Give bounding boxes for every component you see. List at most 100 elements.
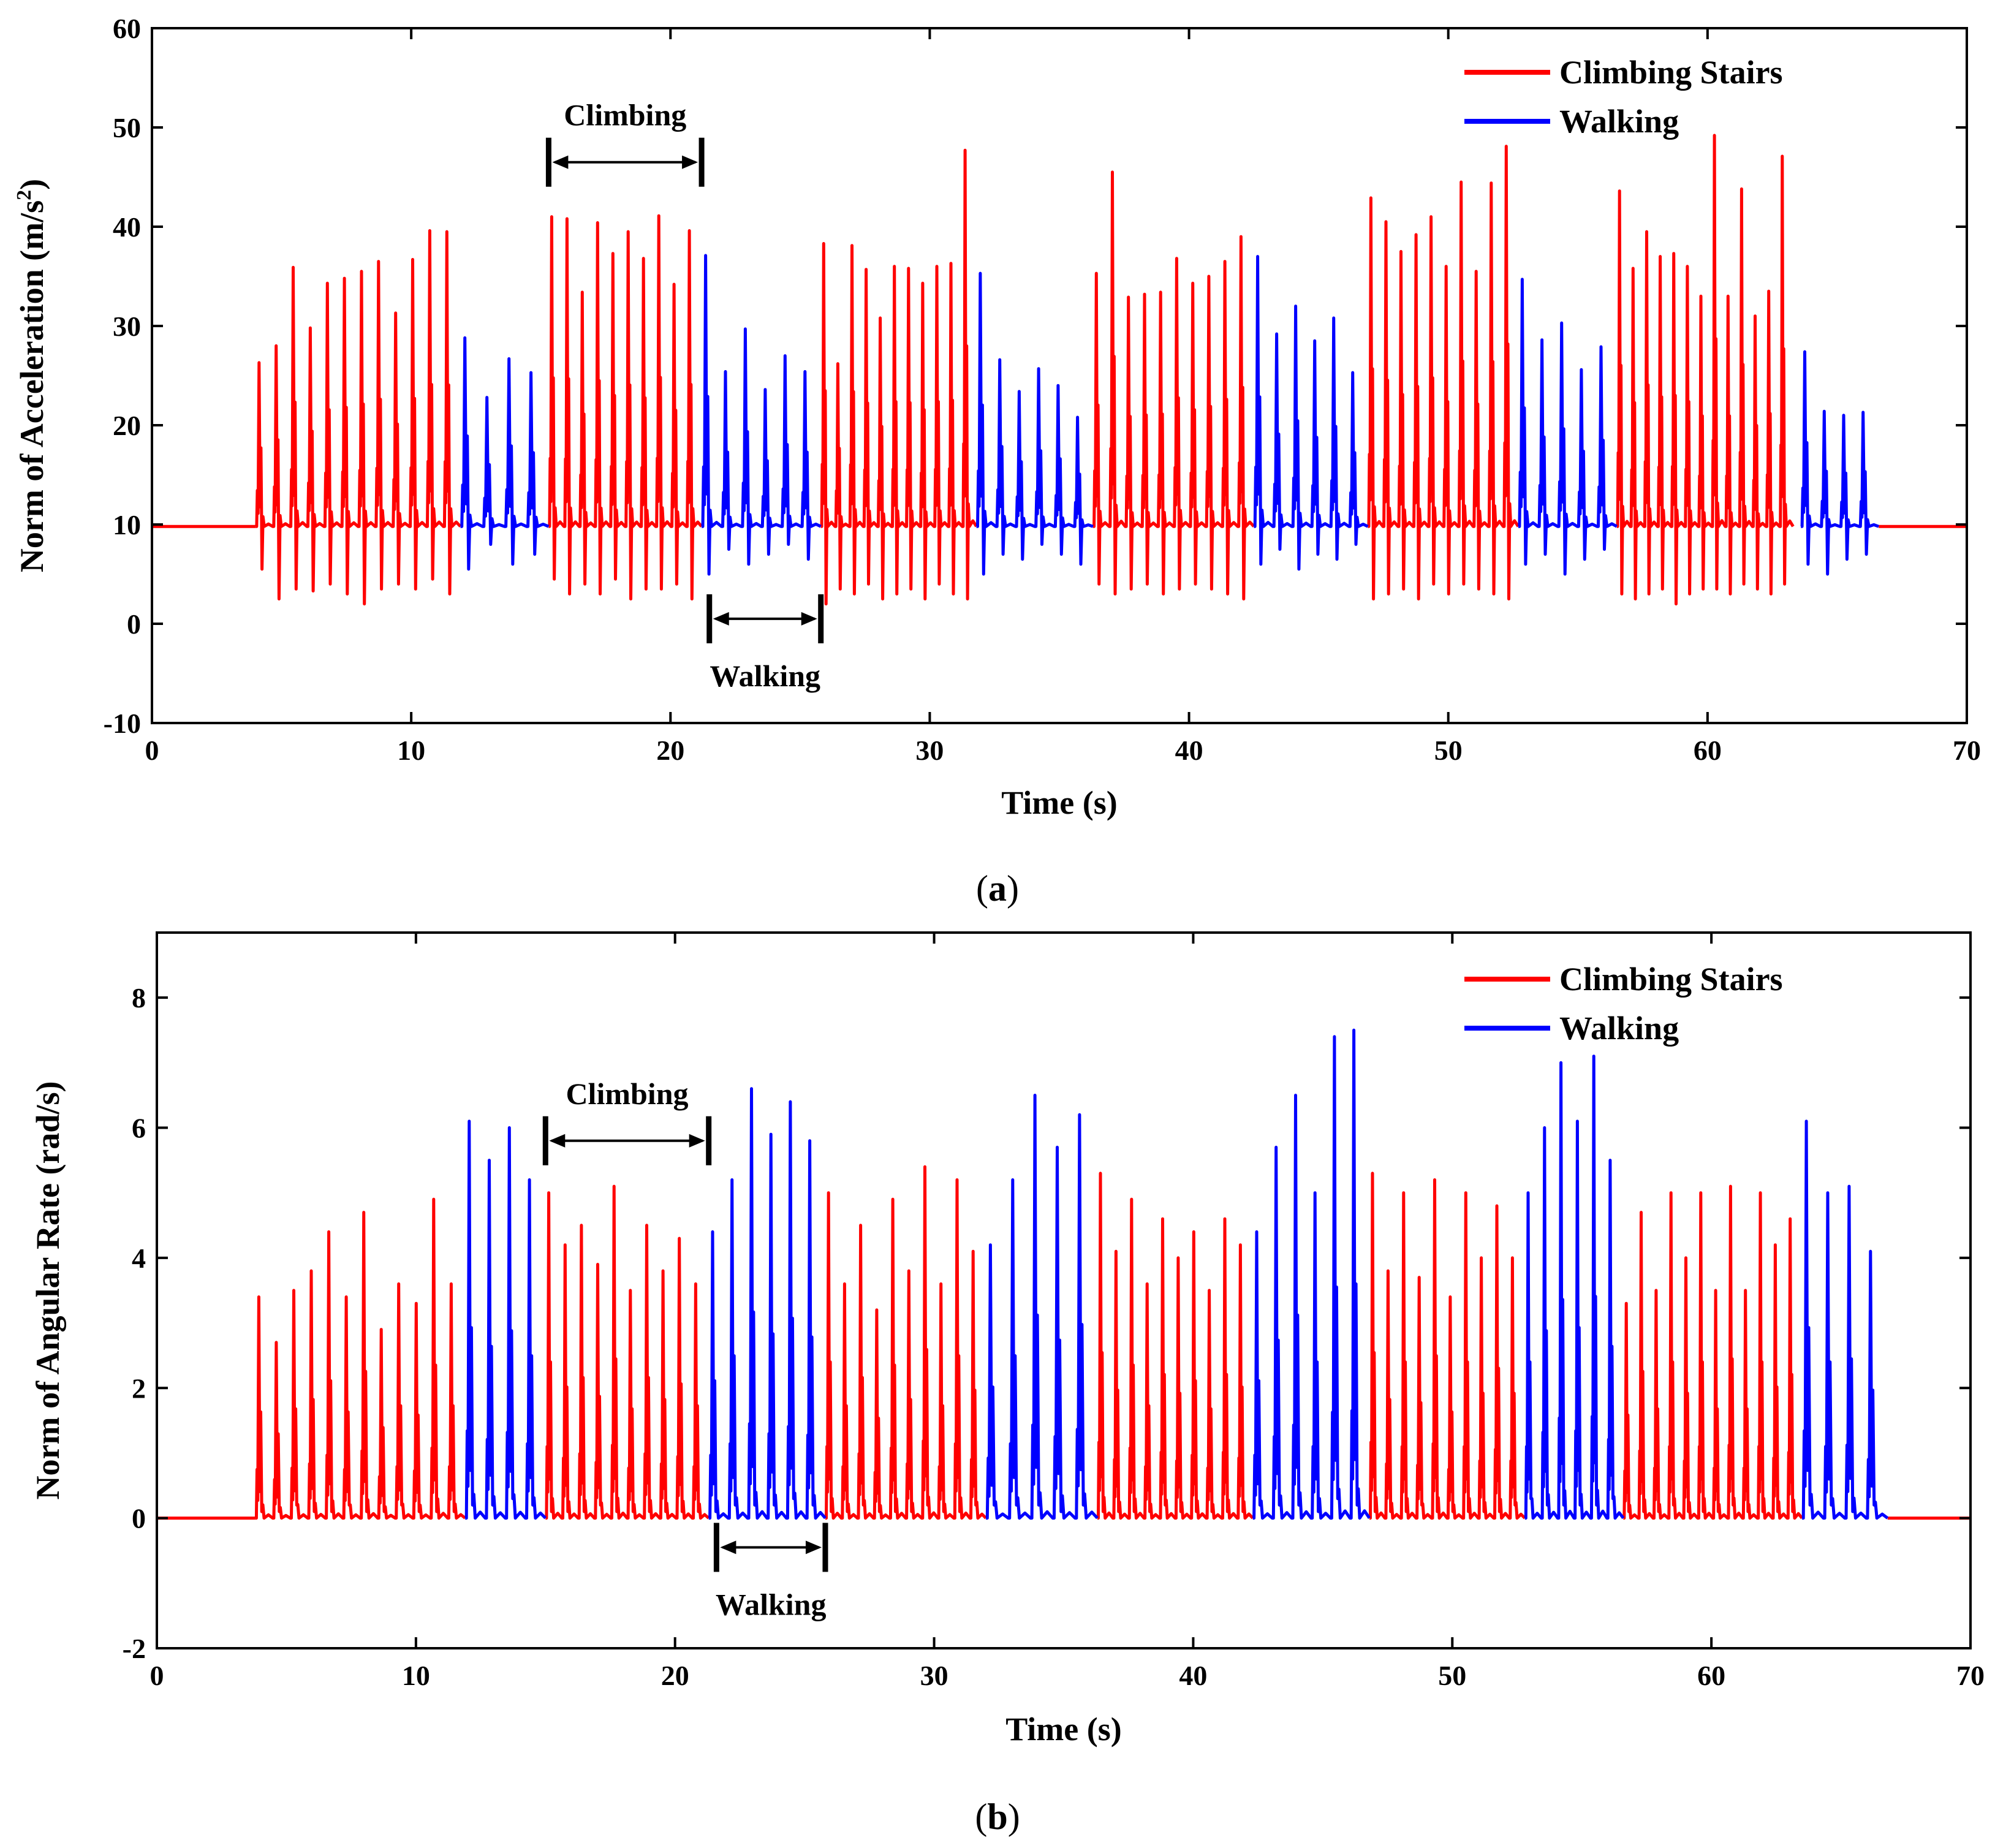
panel-b-walking-segment-0: [464, 1119, 547, 1520]
panel-b-y-tick-label-8: 8: [132, 982, 146, 1013]
panel-b-caption: (b): [975, 1797, 1020, 1837]
panel-b-caption-letter: b: [987, 1797, 1007, 1837]
panel-b-climbing-segment-1: [545, 1184, 710, 1520]
panel-a-annotation-walking-label: Walking: [710, 659, 820, 693]
panel-b-x-tick-label-0: 0: [150, 1660, 164, 1691]
panel-a-walking-segment-2: [976, 271, 1094, 576]
panel-a-legend-label-climbing: Climbing Stairs: [1559, 54, 1783, 91]
panel-b-legend: Climbing Stairs Walking: [1464, 961, 1783, 1047]
panel-b-walking-segment-5: [1801, 1119, 1889, 1520]
panel-a-y-tick-label-30: 30: [113, 311, 141, 342]
panel-a-y-axis-title-tail: ): [13, 179, 50, 190]
panel-a-y-axis-title-main: Norm of Acceleration (m/s: [13, 200, 50, 572]
panel-a-annotation-walking: Walking: [706, 594, 824, 693]
panel-a-legend-label-walking: Walking: [1559, 103, 1679, 140]
panel-a-plot-frame: [151, 27, 1968, 724]
panel-b-x-axis-title: Time (s): [1005, 1711, 1121, 1748]
panel-a-walking-segment-5: [1800, 350, 1879, 576]
panel-b-annotation-walking-label: Walking: [716, 1587, 827, 1621]
panel-b-walking-segment-2: [985, 1094, 1099, 1520]
panel-a-caption-letter: a: [988, 868, 1007, 909]
panel-a-x-tick-label-50: 50: [1434, 735, 1463, 766]
panel-a-annotation-climbing: Climbing: [545, 98, 705, 187]
panel-a-plot-area: [152, 134, 1967, 606]
panel-a-x-tick-label-0: 0: [145, 735, 159, 766]
panel-a-x-tick-label-30: 30: [915, 735, 944, 766]
panel-b-annotation-walking: Walking: [713, 1523, 828, 1621]
panel-a-legend: Climbing Stairs Walking: [1464, 54, 1783, 140]
panel-b-x-tick-label-20: 20: [661, 1660, 689, 1691]
panel-b-walking-segment-4: [1524, 1055, 1625, 1520]
panel-a-y-axis-title-superscript: 2: [13, 190, 36, 200]
panel-b-x-tick-label-30: 30: [920, 1660, 948, 1691]
panel-a-x-axis-title: Time (s): [1001, 784, 1117, 821]
panel-b-legend-label-walking: Walking: [1559, 1010, 1679, 1047]
panel-a-y-tick-label-10: 10: [113, 509, 141, 540]
panel-a-walking-segment-3: [1253, 255, 1369, 571]
panel-b-y-tick-label-2: 2: [132, 1373, 146, 1404]
panel-b-x-tick-label-70: 70: [1956, 1660, 1985, 1691]
panel-b-annotation-walking-left-arrowhead: [720, 1540, 736, 1555]
panel-b-x-tick-label-60: 60: [1697, 1660, 1725, 1691]
panel-a-y-tick-label-50: 50: [113, 112, 141, 143]
panel-b-annotation-climbing-label: Climbing: [566, 1077, 688, 1111]
panel-a-annotation-walking-left-arrowhead: [713, 612, 729, 626]
panel-a-climbing-segment-5: [1616, 134, 1795, 606]
panel-a-x-tick-label-10: 10: [397, 735, 425, 766]
panel-b-y-axis-title: Norm of Angular Rate (rad/s): [29, 1081, 66, 1500]
panel-b-climbing-segment-3: [1097, 1172, 1254, 1520]
panel-a-climbing-segment-4: [1367, 145, 1520, 600]
panel-a-x-tick-label-40: 40: [1175, 735, 1203, 766]
panel-a-walking-segment-0: [460, 336, 550, 571]
panel-a-annotation-layer: Climbing Walking: [545, 98, 824, 693]
panel-a-x-tick-label-60: 60: [1694, 735, 1722, 766]
panel-a-y-tick-label-40: 40: [113, 211, 141, 243]
panel-b-y-tick-label-0: 0: [132, 1503, 146, 1534]
panel-a-y-axis-title: Norm of Acceleration (m/s2): [13, 179, 50, 572]
panel-b-climbing-segment-2: [825, 1165, 987, 1520]
panel-a-x-tick-label-70: 70: [1953, 735, 1981, 766]
panel-b-climbing-segment-0: [254, 1197, 466, 1520]
panel-a-y-tick-label-20: 20: [113, 410, 141, 441]
panel-b-annotation-climbing-right-arrowhead: [689, 1134, 705, 1148]
panel-a-y-tick-label-60: 60: [113, 13, 141, 44]
panel-a-annotation-climbing-right-arrowhead: [682, 155, 698, 169]
panel-b-y-tick-label--2: -2: [123, 1633, 146, 1664]
panel-b-y-tick-label-4: 4: [132, 1243, 146, 1274]
panel-a-series-layer: [152, 134, 1967, 606]
panel-b-annotation-climbing: Climbing: [542, 1077, 712, 1165]
panel-b-y-tick-label-6: 6: [132, 1113, 146, 1144]
panel-a-climbing-segment-3: [1092, 170, 1255, 600]
panel-a-climbing-segment-2: [820, 148, 978, 606]
panel-b-plot-area: [157, 1028, 1970, 1520]
panel-a-y-tick-label--10: -10: [104, 708, 141, 739]
panel-b-plot-frame: [156, 931, 1972, 1649]
panel-b-x-tick-label-50: 50: [1438, 1660, 1466, 1691]
panel-b-legend-label-climbing: Climbing Stairs: [1559, 961, 1783, 998]
panel-b-series-layer: [157, 1028, 1970, 1520]
panel-a-x-tick-label-20: 20: [656, 735, 684, 766]
panel-a-walking-segment-1: [701, 254, 822, 576]
panel-a-walking-segment-4: [1518, 278, 1618, 576]
panel-a-climbing-segment-0: [255, 229, 462, 606]
panel-a-y-tick-label-0: 0: [127, 608, 141, 640]
panel-a-caption: (a): [976, 868, 1019, 909]
panel-a-annotation-climbing-label: Climbing: [564, 98, 686, 132]
panel-a-annotation-climbing-left-arrowhead: [552, 155, 569, 169]
panel-b-annotation-climbing-left-arrowhead: [549, 1134, 566, 1148]
panel-b-x-tick-label-10: 10: [402, 1660, 430, 1691]
panel-b-walking-segment-1: [708, 1087, 827, 1520]
panel-b-walking-segment-3: [1252, 1028, 1371, 1520]
panel-b-x-tick-label-40: 40: [1179, 1660, 1207, 1691]
panel-b-climbing-segment-4: [1369, 1172, 1526, 1520]
panel-a-annotation-walking-right-arrowhead: [801, 612, 817, 626]
panel-b-annotation-walking-right-arrowhead: [805, 1540, 822, 1555]
panel-b-annotation-layer: Climbing Walking: [542, 1077, 828, 1621]
panel-b-climbing-segment-5: [1622, 1184, 1804, 1520]
